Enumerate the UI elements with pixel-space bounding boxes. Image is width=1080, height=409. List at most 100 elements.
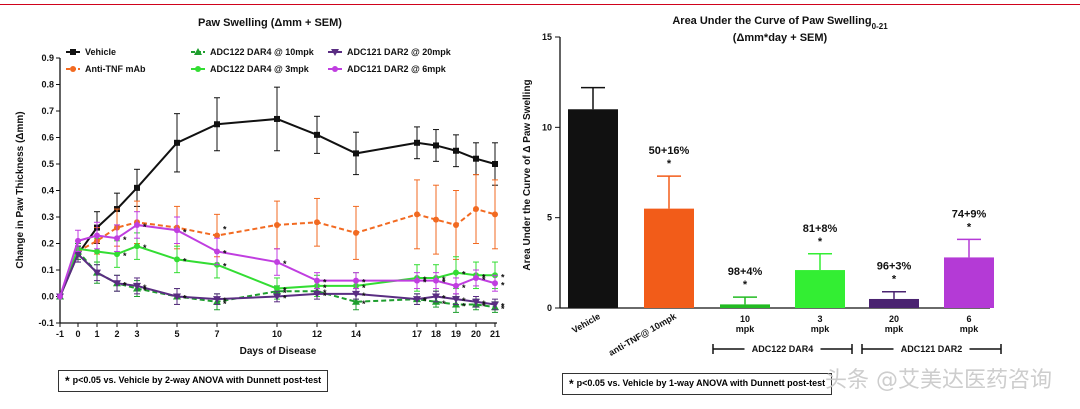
series-point-0: [274, 115, 280, 122]
left-y-axis-label: Change in Paw Thickness (Δmm): [15, 111, 26, 268]
left-significance-star: *: [362, 278, 366, 288]
watermark: 头条 @艾美达医药咨询: [825, 368, 1052, 393]
series-point-5: [433, 277, 439, 284]
left-significance-star: *: [223, 299, 227, 309]
series-point-5: [473, 274, 479, 281]
right-chart-title-line2: (Δmm*day + SEM): [733, 32, 828, 44]
left-significance-star: *: [143, 222, 147, 232]
left-x-axis-label: Days of Disease: [240, 346, 317, 357]
left-significance-star: *: [501, 280, 505, 290]
bar-annotation: 50+16%: [649, 145, 690, 157]
left-significance-star: *: [123, 280, 127, 290]
left-significance-star: *: [442, 278, 446, 288]
series-point-4: [472, 298, 480, 306]
series-point-1: [314, 219, 320, 226]
left-significance-star: *: [462, 296, 466, 306]
bar-significance-star: *: [743, 279, 748, 291]
series-point-3: [114, 251, 120, 258]
left-significance-star: *: [183, 227, 187, 237]
left-significance-star: *: [323, 291, 327, 301]
left-x-tick-label: 5: [174, 329, 179, 339]
left-significance-star: *: [501, 272, 505, 282]
series-point-1: [433, 216, 439, 223]
bar-annotation: 74+9%: [952, 208, 987, 220]
series-point-4: [432, 293, 440, 301]
bar-category-label: 10: [740, 314, 750, 324]
legend-swatch-marker: [194, 48, 202, 55]
left-significance-star: *: [442, 294, 446, 304]
left-x-tick-label: 18: [431, 329, 441, 339]
left-x-tick-label: 12: [312, 329, 322, 339]
left-significance-star: *: [223, 248, 227, 258]
left-significance-star: *: [223, 262, 227, 272]
left-significance-star: *: [183, 294, 187, 304]
group-label: ADC122 DAR4: [752, 344, 814, 354]
series-point-0: [453, 147, 459, 154]
left-significance-star: *: [362, 299, 366, 309]
series-point-0: [314, 131, 320, 138]
bar-significance-star: *: [818, 236, 823, 248]
bar-category-label: mpk: [811, 324, 831, 334]
left-x-tick-label: -1: [56, 329, 64, 339]
legend-swatch-marker: [70, 49, 76, 55]
left-x-tick-label: 14: [351, 329, 361, 339]
right-y-tick-label: 10: [542, 122, 552, 132]
bar-significance-star: *: [667, 158, 672, 170]
left-significance-star: *: [123, 251, 127, 261]
legend-swatch-marker: [332, 66, 338, 72]
bar-1: [644, 208, 694, 308]
left-significance-star: *: [482, 301, 486, 311]
left-footnote: * p<0.05 vs. Vehicle by 2-way ANOVA with …: [58, 370, 329, 392]
series-point-4: [113, 280, 121, 288]
left-y-tick-label: 0.7: [41, 106, 54, 116]
legend-swatch-marker: [70, 66, 76, 72]
right-y-tick-label: 15: [542, 32, 552, 42]
left-significance-star: *: [482, 272, 486, 282]
left-significance-star: *: [123, 280, 127, 290]
series-point-5: [174, 227, 180, 234]
left-significance-star: *: [462, 270, 466, 280]
series-point-3: [174, 256, 180, 263]
series-point-5: [453, 282, 459, 289]
left-significance-star: *: [283, 288, 287, 298]
left-x-tick-label: 17: [412, 329, 422, 339]
left-significance-star: *: [223, 225, 227, 235]
series-point-4: [273, 293, 281, 301]
left-y-tick-label: 0.4: [41, 186, 54, 196]
bar-5: [944, 257, 994, 308]
left-y-tick-label: 0.8: [41, 80, 54, 90]
bar-category-label: Vehicle: [570, 311, 602, 335]
series-point-3: [453, 269, 459, 276]
bar-category-label: mpk: [960, 324, 980, 334]
bar-0: [568, 109, 618, 309]
left-x-tick-label: 21: [490, 329, 500, 339]
series-point-5: [353, 277, 359, 284]
left-significance-star: *: [442, 275, 446, 285]
bar-category-label: anti-TNF@ 10mpk: [607, 311, 679, 358]
series-point-0: [353, 150, 359, 157]
top-rule: [0, 4, 1080, 5]
bar-4: [869, 298, 919, 308]
bar-category-label: 6: [966, 314, 971, 324]
series-point-4: [491, 301, 499, 309]
left-significance-star: *: [482, 299, 486, 309]
left-significance-star: *: [442, 299, 446, 309]
series-point-4: [133, 282, 141, 290]
series-point-5: [57, 293, 63, 300]
series-point-1: [473, 206, 479, 213]
series-point-0: [433, 142, 439, 149]
series-point-0: [414, 139, 420, 146]
bar-significance-star: *: [967, 221, 972, 233]
series-point-1: [414, 211, 420, 218]
left-significance-star: *: [423, 296, 427, 306]
left-significance-star: *: [143, 286, 147, 296]
left-y-tick-label: 0.3: [41, 212, 54, 222]
series-point-3: [274, 285, 280, 292]
left-y-tick-label: -0.1: [38, 318, 54, 328]
left-significance-star: *: [283, 286, 287, 296]
series-point-1: [353, 229, 359, 236]
series-point-5: [492, 280, 498, 287]
series-point-4: [213, 296, 221, 304]
footnote-star: *: [65, 374, 70, 388]
left-significance-star: *: [323, 283, 327, 293]
